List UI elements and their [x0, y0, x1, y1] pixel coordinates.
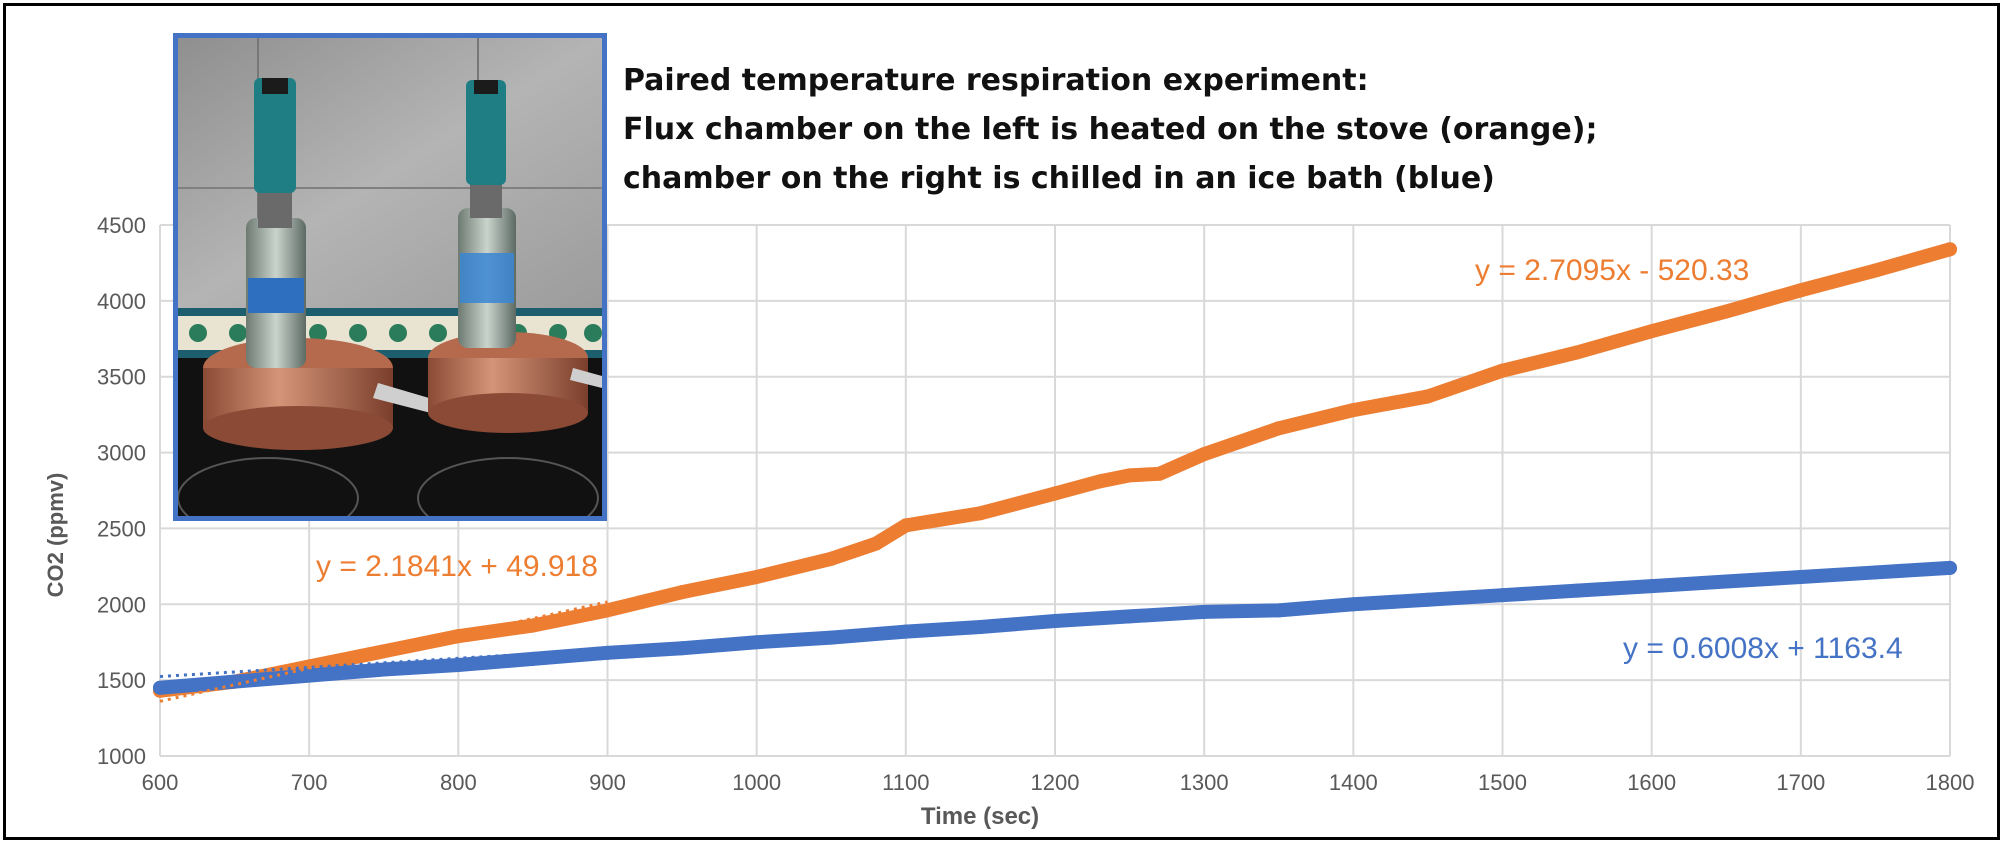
- experiment-photo: [173, 33, 607, 521]
- x-tick-label: 800: [440, 770, 477, 795]
- data-point: [1420, 592, 1435, 607]
- figure-title: Paired temperature respiration experimen…: [623, 56, 1597, 203]
- data-point: [1346, 597, 1361, 612]
- data-point: [1420, 389, 1435, 404]
- x-tick-label: 1500: [1478, 770, 1527, 795]
- blue-equation: y = 0.6008x + 1163.4: [1623, 632, 1903, 665]
- x-tick-label: 600: [142, 770, 179, 795]
- data-point: [675, 641, 690, 656]
- x-tick-label: 1700: [1776, 770, 1825, 795]
- data-point: [1346, 403, 1361, 418]
- data-point: [525, 618, 540, 633]
- photo-of-two-flux-chambers-icon: [178, 38, 602, 516]
- data-point: [898, 518, 913, 533]
- trendlines: [159, 245, 1951, 703]
- y-tick-label: 1000: [97, 744, 146, 769]
- y-axis-label: CO2 (ppmv): [43, 473, 68, 598]
- data-point: [973, 620, 988, 635]
- data-point: [1570, 345, 1585, 360]
- data-point: [869, 536, 883, 551]
- data-point: [376, 644, 391, 659]
- data-point: [600, 645, 615, 660]
- trendline: [1427, 245, 1951, 393]
- x-tick-label: 1200: [1031, 770, 1080, 795]
- data-point: [824, 551, 839, 566]
- y-tick-label: 4500: [97, 213, 146, 238]
- orange-equation-upper: y = 2.7095x - 520.33: [1475, 254, 1750, 287]
- data-point: [675, 585, 690, 600]
- data-point: [1152, 466, 1167, 481]
- data-point: [1197, 447, 1212, 462]
- data-point: [1122, 468, 1137, 483]
- data-point: [1092, 474, 1107, 489]
- data-point: [1793, 283, 1808, 298]
- x-axis-label: Time (sec): [921, 803, 1039, 830]
- y-tick-label: 1500: [97, 668, 146, 693]
- data-point: [451, 657, 466, 672]
- x-tick-label: 1100: [882, 770, 929, 795]
- series-line: [153, 242, 1957, 698]
- y-tick-label: 3000: [97, 441, 146, 466]
- data-point: [898, 624, 913, 639]
- x-tick-label: 1400: [1329, 770, 1378, 795]
- data-point: [1271, 421, 1286, 436]
- title-line-1: Paired temperature respiration experimen…: [623, 63, 1369, 98]
- y-tick-label: 4000: [97, 289, 146, 314]
- data-point: [1644, 324, 1659, 339]
- trendline: [159, 565, 1951, 679]
- data-point: [600, 603, 615, 618]
- data-point: [1271, 603, 1286, 618]
- data-point: [1122, 609, 1137, 624]
- data-point: [973, 506, 988, 521]
- x-tick-label: 1800: [1926, 770, 1975, 795]
- y-tick-label: 2500: [97, 516, 146, 541]
- series-0: [153, 242, 1957, 698]
- data-point: [302, 668, 317, 683]
- axis-tick-labels: 1000 1500 2000 2500 3000 3500 4000 4500 600 700 80…: [97, 213, 1974, 795]
- data-point: [1868, 263, 1883, 278]
- data-point: [153, 680, 167, 695]
- data-point: [749, 569, 764, 584]
- data-point: [1793, 569, 1808, 584]
- orange-equation-lower: y = 2.1841x + 49.918: [316, 550, 598, 583]
- y-tick-label: 2000: [97, 592, 146, 617]
- x-tick-label: 900: [589, 770, 626, 795]
- data-point: [1868, 565, 1883, 580]
- x-tick-label: 700: [291, 770, 328, 795]
- x-tick-label: 1600: [1627, 770, 1676, 795]
- data-point: [1048, 486, 1062, 501]
- data-point: [1943, 242, 1957, 257]
- data-point: [376, 662, 391, 677]
- data-point: [227, 674, 242, 689]
- data-point: [1644, 579, 1659, 594]
- x-tick-label: 1000: [732, 770, 781, 795]
- y-tick-label: 3500: [97, 365, 146, 390]
- x-tick-label: 1300: [1180, 770, 1229, 795]
- data-point: [749, 635, 764, 650]
- title-line-3: chamber on the right is chilled in an ic…: [623, 161, 1495, 196]
- data-point: [1197, 604, 1212, 619]
- title-line-2: Flux chamber on the left is heated on th…: [623, 112, 1598, 147]
- data-point: [824, 630, 839, 645]
- data-point: [1495, 363, 1510, 378]
- data-point: [1570, 583, 1585, 598]
